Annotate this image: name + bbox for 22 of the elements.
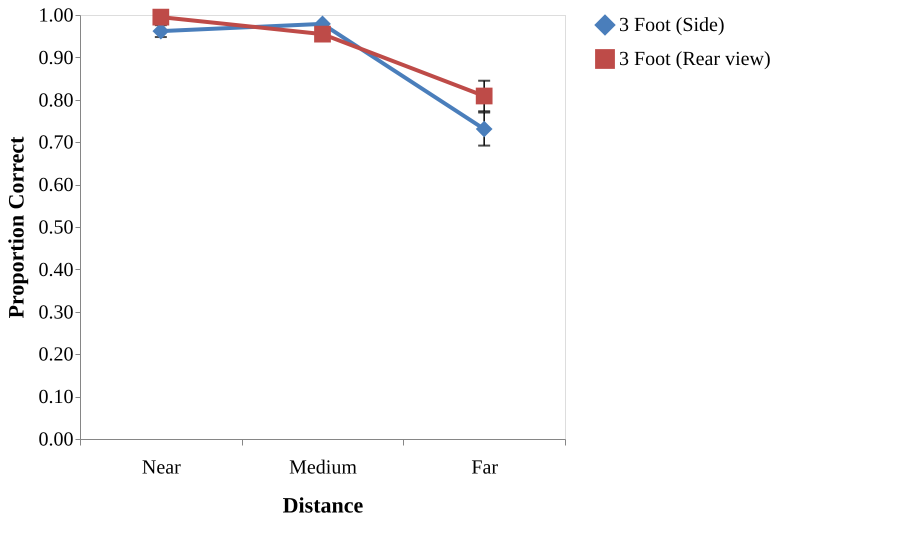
x-axis-title: Distance [282,492,364,518]
y-tick-label: 0.50 [38,216,74,238]
y-tick-label: 0.00 [38,428,74,450]
legend-label: 3 Foot (Side) [619,14,725,36]
y-tick-label: 0.80 [38,89,74,112]
point [152,8,170,26]
point [476,88,493,104]
y-tick-label: 0.10 [38,386,74,408]
y-tick-label: 0.30 [38,301,74,324]
point [476,120,493,138]
x-tick-label: Near [142,456,182,478]
y-tick-label: 0.40 [38,258,74,281]
y-tick-label: 0.90 [38,46,74,69]
x-tick-label: Far [471,456,498,478]
point [314,26,331,42]
y-axis-title: Proportion Correct [4,136,28,318]
legend-label: 3 Foot (Rear view) [619,48,771,70]
y-tick-label: 0.70 [38,132,74,154]
y-tick-label: 0.20 [38,344,74,366]
y-tick-label: 1.00 [38,4,74,26]
y-tick-label: 0.60 [38,174,74,196]
x-tick-label: Medium [289,456,358,478]
